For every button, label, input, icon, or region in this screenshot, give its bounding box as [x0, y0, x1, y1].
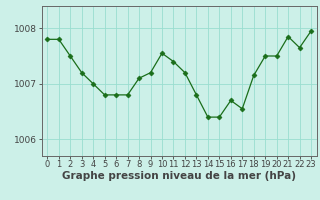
X-axis label: Graphe pression niveau de la mer (hPa): Graphe pression niveau de la mer (hPa): [62, 171, 296, 181]
